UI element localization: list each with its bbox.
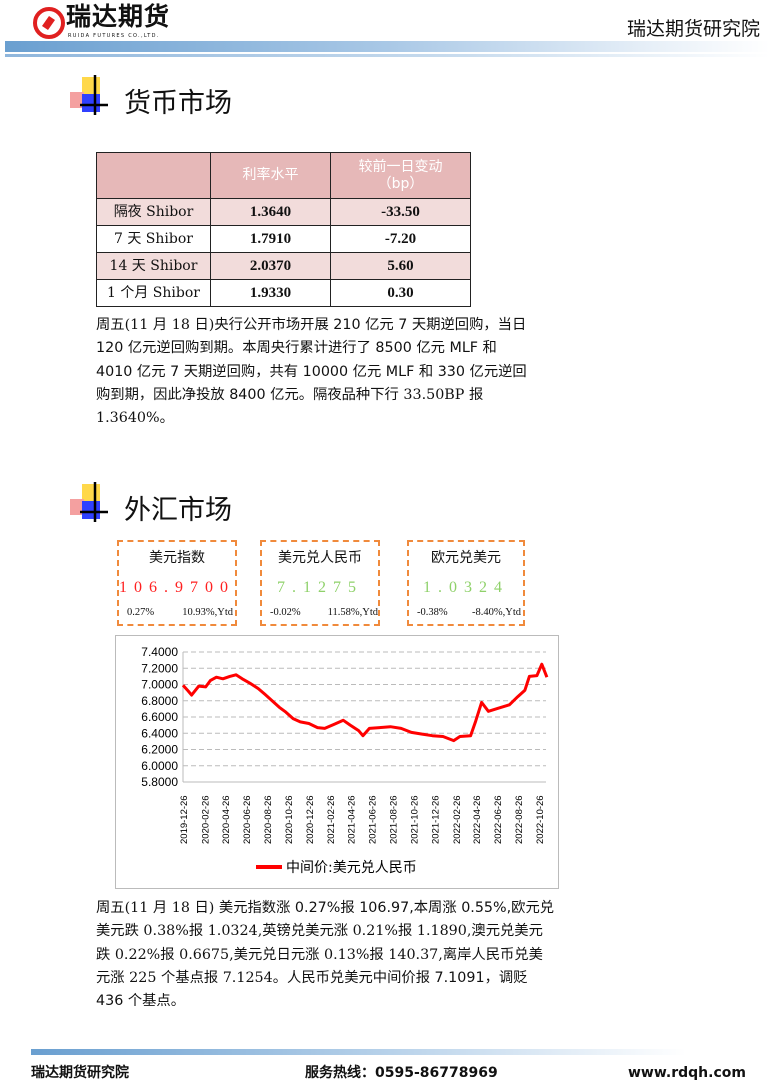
table-cell: 1.3640	[210, 198, 331, 226]
company-logo-icon	[33, 7, 65, 39]
x-tick-label: 2021-04-26	[347, 795, 358, 844]
y-tick-label: 7.2000	[141, 661, 178, 675]
card-value: 7.1275	[277, 579, 363, 596]
table-cell: -33.50	[330, 198, 471, 226]
section-title-fx-market: 外汇市场	[124, 495, 232, 526]
x-tick-label: 2020-04-26	[221, 795, 232, 844]
card-ytd-change: 11.58%,Ytd	[327, 607, 378, 618]
table-cell: 5.60	[330, 252, 471, 280]
y-tick-label: 7.0000	[141, 678, 178, 692]
text-segment-bold: 美元指数涨 0.27%报 106.97,本周涨 0.55%,	[218, 900, 512, 916]
y-tick-label: 5.8000	[141, 775, 178, 789]
section-bullet-icon	[70, 482, 108, 522]
header-divider	[5, 41, 770, 52]
x-tick-label: 2020-06-26	[242, 795, 253, 844]
x-tick-label: 2022-08-26	[514, 795, 525, 844]
x-tick-label: 2020-02-26	[200, 795, 211, 844]
table-cell: 1.7910	[210, 225, 331, 253]
legend-label: 中间价:美元兑人民币	[286, 860, 417, 876]
x-tick-label: 2021-06-26	[367, 795, 378, 844]
usd-index-card: 美元指数 106.9700 0.27% 10.93%,Ytd	[117, 540, 237, 626]
x-tick-label: 2022-10-26	[535, 795, 546, 844]
x-tick-label: 2021-10-26	[409, 795, 420, 844]
y-tick-label: 6.6000	[141, 710, 178, 724]
footer-divider	[31, 1049, 686, 1055]
table-cell: 0.30	[330, 279, 471, 307]
text-segment: 欧元兑美元跌 0.38%报 1.0324,英镑兑美元涨 0.21%报 1.189…	[96, 900, 555, 986]
footer-website[interactable]: www.rdqh.com	[628, 1065, 746, 1081]
table-cell: 隔夜 Shibor	[96, 198, 211, 226]
x-tick-label: 2020-12-26	[305, 795, 316, 844]
section-bullet-icon	[70, 75, 108, 115]
text-segment: 隔夜品种下行 33.50BP 报 1.3640%。	[96, 386, 484, 427]
money-market-commentary: 周五(11 月 18 日)央行公开市场开展 210 亿元 7 天期逆回购，当日 …	[96, 314, 532, 430]
eur-usd-card: 欧元兑美元 1.0324 -0.38% -8.40%,Ytd	[407, 540, 525, 626]
table-header	[96, 152, 211, 199]
y-tick-label: 6.4000	[141, 726, 178, 740]
table-cell: 14 天 Shibor	[96, 252, 211, 280]
y-tick-label: 6.2000	[141, 743, 178, 757]
logo-subtext: RUIDA FUTURES CO.,LTD.	[68, 33, 160, 39]
x-tick-label: 2022-02-26	[452, 795, 463, 844]
logo-text: 瑞达期货	[66, 2, 171, 31]
y-tick-label: 7.4000	[141, 645, 178, 659]
card-title: 欧元兑美元	[431, 550, 501, 566]
table-cell: 1.9330	[210, 279, 331, 307]
series-line	[181, 662, 549, 743]
card-title: 美元指数	[149, 550, 205, 566]
card-value: 1.0324	[423, 579, 509, 596]
x-tick-label: 2021-02-26	[326, 795, 337, 844]
y-tick-label: 6.0000	[141, 759, 178, 773]
footer-institute: 瑞达期货研究院	[31, 1065, 129, 1081]
footer-hotline: 服务热线：0595-86778969	[305, 1065, 498, 1081]
table-row: 14 天 Shibor 2.0370 5.60	[96, 252, 471, 280]
x-tick-label: 2020-10-26	[284, 795, 295, 844]
x-tick-label: 2021-08-26	[388, 795, 399, 844]
usd-cny-card: 美元兑人民币 7.1275 -0.02% 11.58%,Ytd	[260, 540, 380, 626]
table-row: 7 天 Shibor 1.7910 -7.20	[96, 225, 471, 253]
fx-market-commentary: 周五(11 月 18 日) 美元指数涨 0.27%报 106.97,本周涨 0.…	[96, 897, 556, 1013]
table-header: 较前一日变动（bp）	[330, 152, 471, 199]
table-row: 隔夜 Shibor 1.3640 -33.50	[96, 198, 471, 226]
shibor-table: 利率水平 较前一日变动（bp） 隔夜 Shibor 1.3640 -33.50 7 天…	[96, 152, 471, 307]
x-tick-label: 2021-12-26	[430, 795, 441, 844]
table-header: 利率水平	[210, 152, 331, 199]
text-segment: 周五(11 月 18 日)央行公开市场	[96, 317, 301, 333]
table-cell: -7.20	[330, 225, 471, 253]
card-value: 106.9700	[119, 579, 235, 596]
card-title: 美元兑人民币	[278, 550, 362, 566]
x-tick-label: 2022-04-26	[472, 795, 483, 844]
x-tick-label: 2020-08-26	[263, 795, 274, 844]
usd-cny-chart: 7.4000 7.2000 7.0000 6.8000 6.6000 6.4000 6.20…	[115, 635, 559, 889]
table-cell: 1 个月 Shibor	[96, 279, 211, 307]
header-divider-thin	[5, 54, 770, 57]
text-segment-bold: 开展 210 亿元 7 天期逆回购，当日 120 亿元逆回购到期。本周央行累计进…	[96, 317, 527, 403]
y-tick-label: 6.8000	[141, 694, 178, 708]
chart-svg: 7.4000 7.2000 7.0000 6.8000 6.6000 6.4000 6.20…	[141, 645, 549, 876]
card-ytd-change: -8.40%,Ytd	[472, 607, 521, 618]
table-cell: 2.0370	[210, 252, 331, 280]
text-segment: 周五(11 月 18 日)	[96, 900, 219, 916]
card-day-change: -0.38%	[417, 607, 448, 618]
text-segment-bold: 人民币兑美元中间价报 7.1091，调贬 436 个基点。	[96, 969, 528, 1010]
x-tick-label: 2019-12-26	[179, 795, 190, 844]
table-cell: 7 天 Shibor	[96, 225, 211, 253]
header-institute-name: 瑞达期货研究院	[626, 18, 760, 40]
section-title-money-market: 货币市场	[124, 88, 232, 119]
x-tick-label: 2022-06-26	[493, 795, 504, 844]
card-day-change: -0.02%	[270, 607, 301, 618]
card-day-change: 0.27%	[127, 607, 155, 618]
table-row: 1 个月 Shibor 1.9330 0.30	[96, 279, 471, 307]
card-ytd-change: 10.93%,Ytd	[182, 607, 233, 618]
